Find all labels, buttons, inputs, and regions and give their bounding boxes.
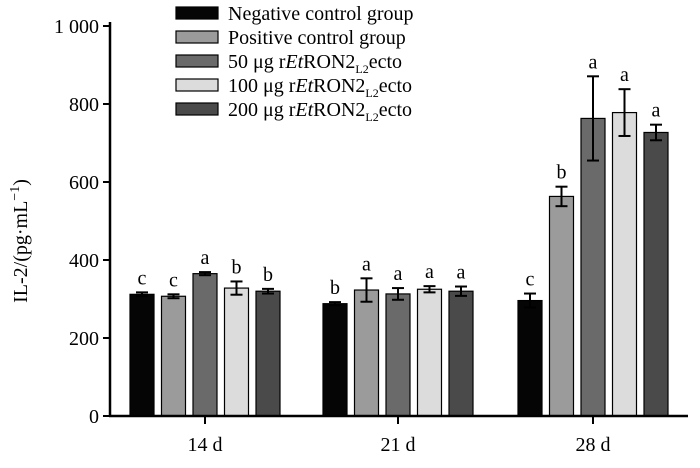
legend-swatch [175, 6, 219, 20]
significance-label: a [652, 100, 661, 122]
significance-label: a [362, 253, 371, 275]
legend-label-part: L2 [355, 62, 368, 76]
x-category-label: 28 d [576, 434, 611, 456]
legend-label-part: L2 [365, 110, 378, 124]
legend-swatch [175, 102, 219, 116]
legend-label-part: RON2 [313, 75, 365, 97]
y-axis-label-main: IL-2/(pg·mL [10, 201, 32, 303]
y-tick-label: 1 000 [54, 16, 99, 38]
significance-label: b [330, 277, 340, 299]
bar [255, 290, 281, 417]
y-tick-label: 600 [69, 172, 99, 194]
y-axis-label-close: ) [10, 179, 32, 186]
legend-label-part: Positive control group [228, 27, 406, 49]
legend-swatch [175, 30, 219, 44]
legend-swatch [175, 54, 219, 68]
significance-label: a [394, 263, 403, 285]
significance-label: b [232, 256, 242, 278]
legend-label-part: RON2 [313, 99, 365, 121]
legend-label: Negative control group [228, 3, 414, 25]
significance-label: b [557, 162, 567, 184]
legend-label: 100 μg rEtRON2L2ecto [228, 75, 412, 100]
legend-label-part: 200 μg r [228, 99, 296, 121]
significance-label: a [620, 64, 629, 86]
y-tick-label: 400 [69, 250, 99, 272]
significance-label: a [457, 262, 466, 284]
y-tick-label: 200 [69, 328, 99, 350]
bar [416, 288, 443, 417]
y-axis-label: IL-2/(pg·mL−1) [8, 179, 32, 303]
significance-label: a [589, 51, 598, 73]
legend-swatch [175, 78, 219, 92]
legend-label-part: ecto [369, 51, 402, 73]
significance-label: a [201, 247, 210, 269]
y-tick-label: 0 [89, 406, 99, 428]
legend-label-part: RON2 [303, 51, 355, 73]
bar [517, 299, 543, 417]
legend-label-part: Et [294, 75, 313, 97]
significance-label: c [138, 267, 147, 289]
legend-label-part: ecto [379, 75, 412, 97]
axes: 0 200 400 600 800 1 000 14 d 21 d 28 d [54, 16, 688, 456]
bar [448, 290, 474, 417]
bar [385, 293, 411, 417]
bar [322, 303, 348, 417]
legend-label-part: 100 μg r [228, 75, 296, 97]
significance-label: b [263, 264, 273, 286]
bar [223, 287, 250, 417]
bar [611, 111, 638, 417]
y-axis-label-exponent: −1 [8, 186, 23, 201]
bar [353, 289, 380, 417]
bar [548, 195, 575, 417]
legend-label: 200 μg rEtRON2L2ecto [228, 99, 412, 124]
legend-label-part: ecto [379, 99, 412, 121]
legend-label-part: L2 [365, 86, 378, 100]
bar [643, 131, 669, 417]
significance-label: c [526, 269, 535, 291]
legend-label: Positive control group [228, 27, 406, 49]
legend-label-part: 50 μg r [228, 51, 286, 73]
bar [192, 273, 218, 417]
bar [129, 293, 155, 417]
legend-label-part: Et [284, 51, 303, 73]
legend-label: 50 μg rEtRON2L2ecto [228, 51, 402, 76]
y-tick-label: 800 [69, 94, 99, 116]
bar [160, 295, 187, 417]
significance-label: a [425, 261, 434, 283]
x-category-label: 21 d [381, 434, 416, 456]
legend-label-part: Negative control group [228, 3, 414, 25]
significance-label: c [169, 269, 178, 291]
bar [580, 117, 606, 417]
x-category-label: 14 d [188, 434, 223, 456]
legend-label-part: Et [294, 99, 313, 121]
